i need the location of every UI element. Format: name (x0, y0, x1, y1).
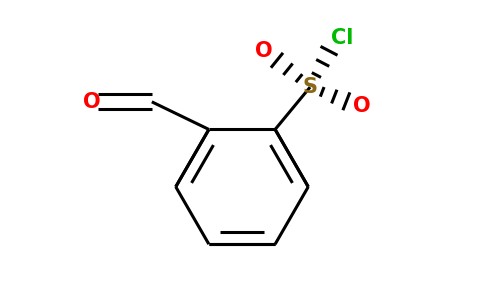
Text: S: S (302, 77, 318, 97)
Text: O: O (83, 92, 101, 112)
Text: O: O (255, 41, 272, 62)
Text: O: O (353, 95, 370, 116)
Text: Cl: Cl (331, 28, 354, 48)
